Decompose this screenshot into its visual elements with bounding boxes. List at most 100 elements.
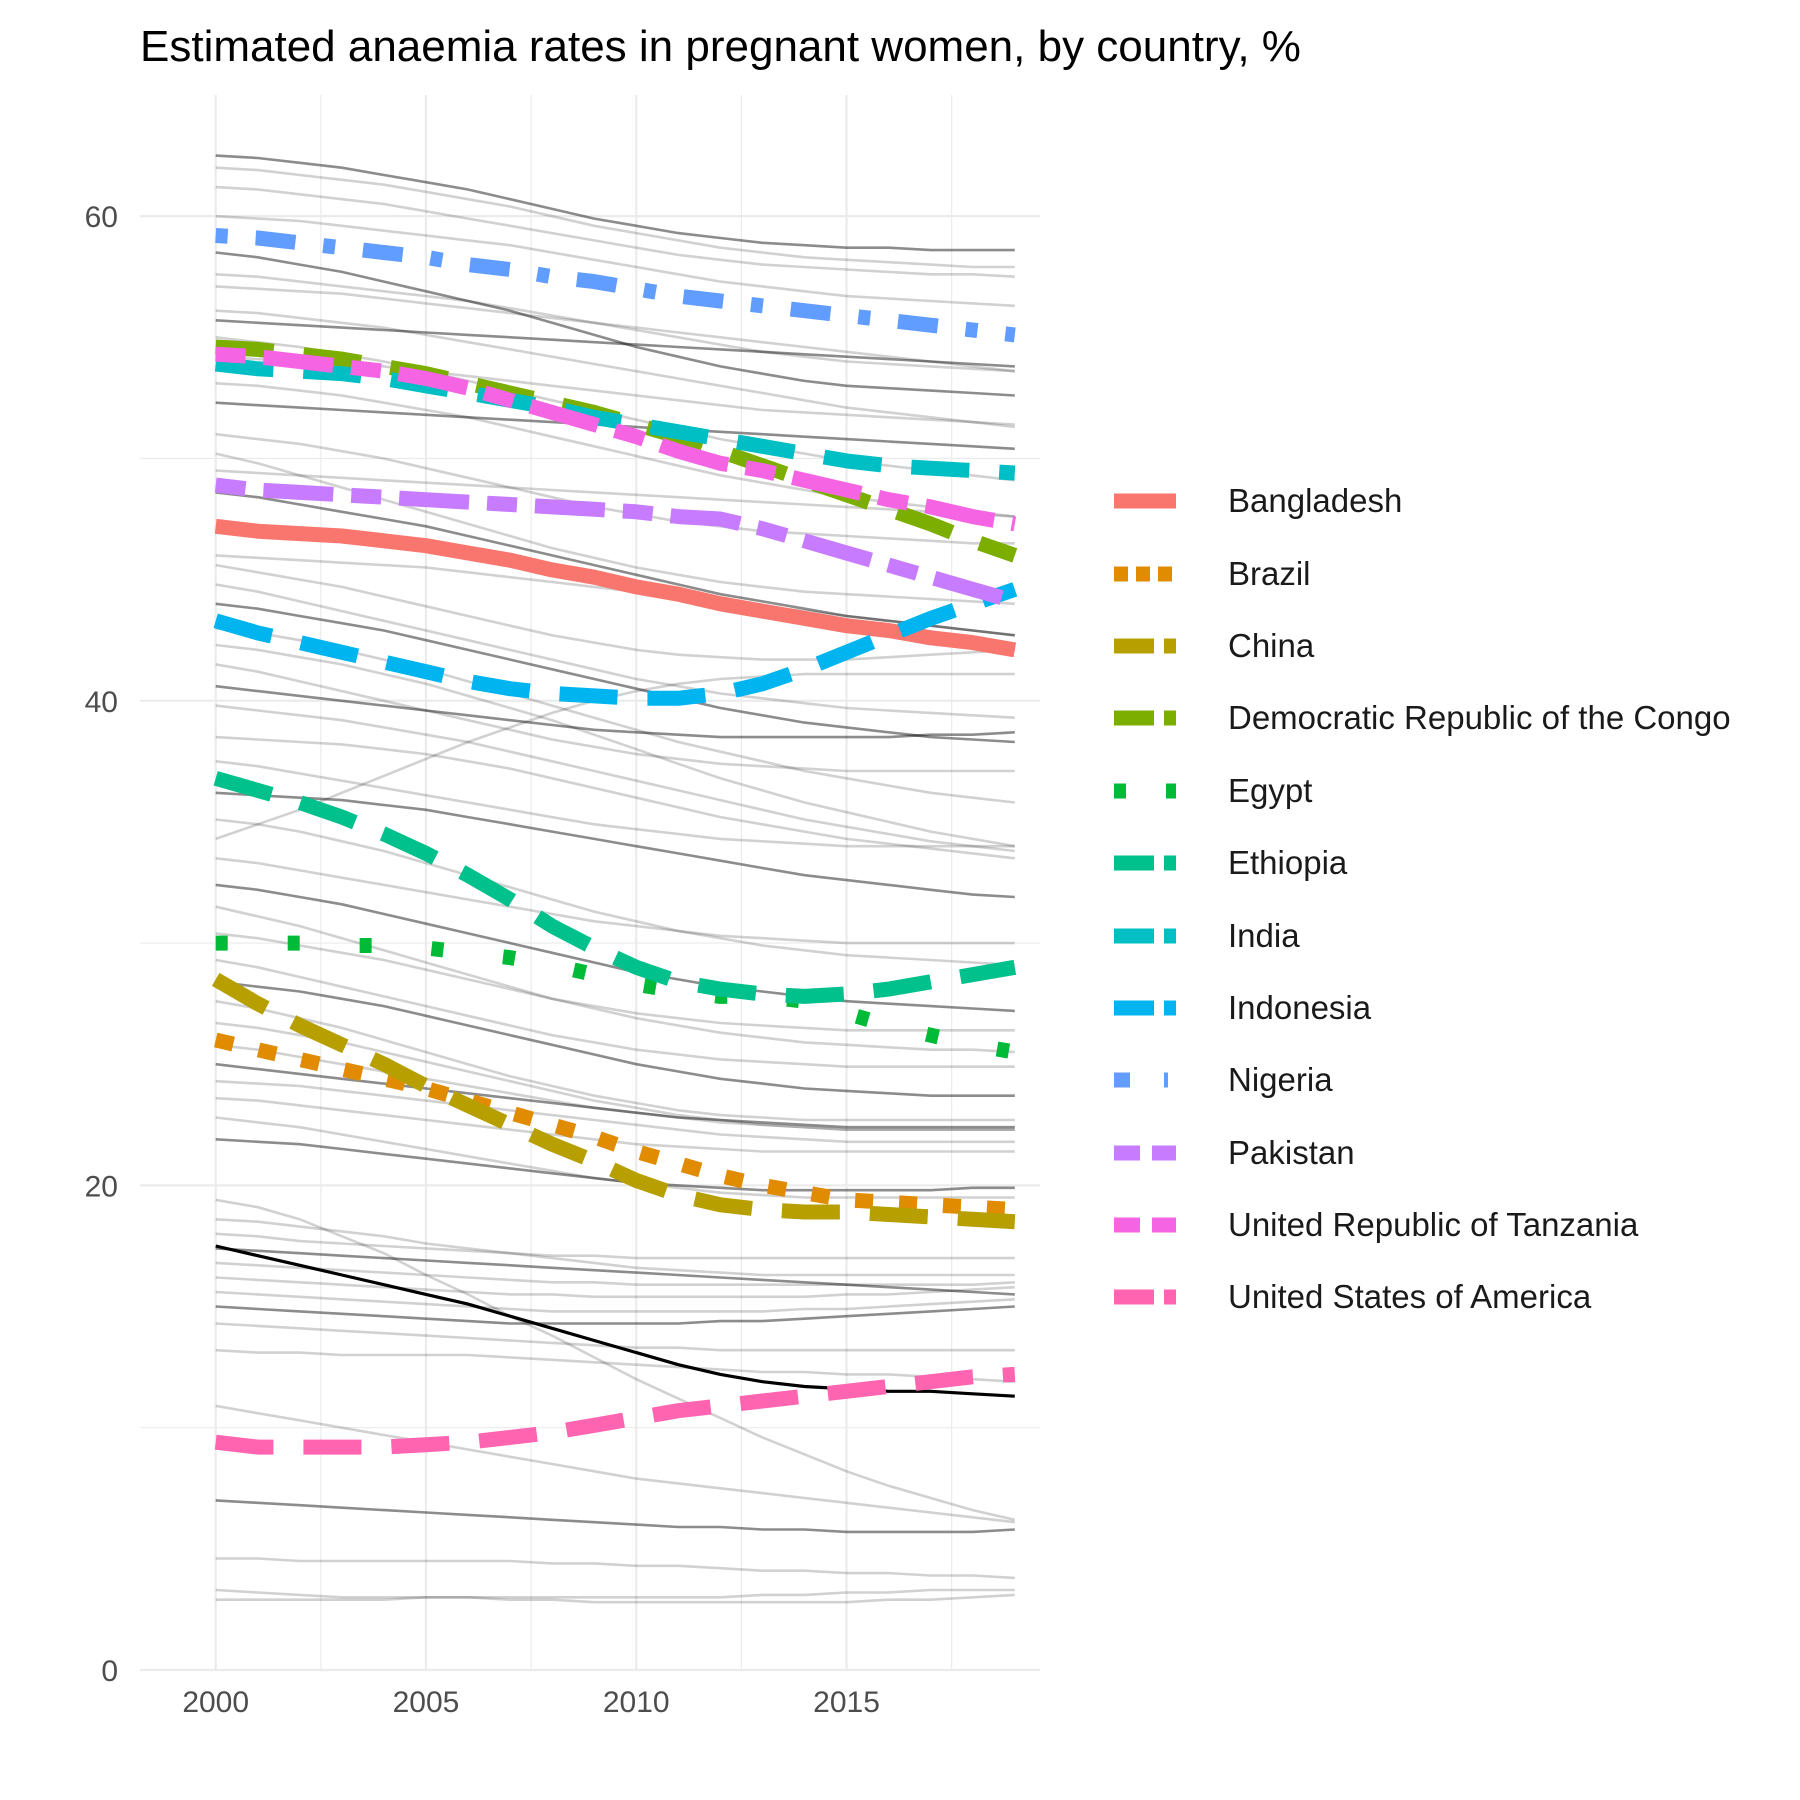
background-country-line	[215, 1305, 1015, 1325]
background-country-line	[215, 1557, 1015, 1580]
x-tick-label: 2015	[813, 1686, 880, 1719]
background-country-line	[215, 1138, 1015, 1192]
background-country-line	[215, 818, 1015, 967]
background-country-line	[215, 1198, 1016, 1522]
legend-item: Nigeria	[1110, 1044, 1731, 1116]
legend-label: India	[1228, 916, 1300, 954]
background-country-line	[215, 735, 1015, 860]
background-country-line	[215, 319, 1015, 368]
highlighted-country-lines	[211, 228, 1018, 1455]
series-line-brazil	[214, 1032, 1016, 1218]
background-country-line	[215, 999, 1015, 1122]
chart-title: Estimated anaemia rates in pregnant wome…	[140, 22, 1301, 71]
legend-item: Pakistan	[1110, 1117, 1731, 1189]
legend-item: India	[1110, 899, 1731, 971]
legend: Bangladesh Brazil China Democratic Republic…	[1110, 465, 1731, 1334]
background-country-line	[215, 1043, 1015, 1131]
background-country-line	[215, 883, 1015, 1013]
background-country-line	[215, 980, 1015, 1097]
background-country-lines	[215, 154, 1016, 1604]
legend-key-swatch	[1114, 928, 1176, 944]
background-country-line	[215, 1588, 1015, 1604]
background-country-line	[215, 469, 1015, 518]
legend-item: United Republic of Tanzania	[1110, 1189, 1731, 1261]
background-country-line	[215, 1116, 1015, 1199]
series-line-china	[211, 972, 1016, 1230]
series-line-united-states-of-america	[214, 1366, 1016, 1455]
legend-item: Brazil	[1110, 537, 1731, 609]
background-country-line	[215, 1079, 1015, 1144]
series-line-ethiopia	[213, 771, 1017, 1004]
legend-label: China	[1228, 626, 1315, 664]
background-country-line	[215, 185, 1015, 278]
legend-label: United States of America	[1228, 1278, 1592, 1316]
legend-key-swatch	[1114, 1217, 1176, 1233]
background-country-line	[215, 602, 1015, 744]
background-country-line	[215, 1062, 1015, 1129]
x-tick-label: 2000	[182, 1686, 249, 1719]
background-country-line	[215, 1588, 1015, 1601]
grid-lines	[140, 95, 1040, 1672]
legend-label: Nigeria	[1228, 1061, 1333, 1099]
background-country-line	[215, 309, 1015, 429]
background-country-line	[215, 251, 1015, 397]
background-country-line	[215, 273, 1015, 373]
background-country-line	[215, 1261, 1015, 1286]
legend-item: Indonesia	[1110, 972, 1731, 1044]
legend-item: United States of America	[1110, 1261, 1731, 1333]
series-line-nigeria	[215, 228, 1016, 343]
y-tick-label: 0	[101, 1655, 118, 1688]
legend-key-swatch	[1114, 493, 1176, 509]
background-country-line	[215, 166, 1015, 269]
series-line-united-republic-of-tanzania	[215, 346, 1017, 532]
background-country-line	[215, 1276, 1015, 1299]
legend-label: United Republic of Tanzania	[1228, 1206, 1639, 1244]
background-country-line	[215, 583, 1015, 719]
background-country-line	[215, 663, 1015, 773]
background-country-line	[215, 704, 1015, 853]
background-country-line	[215, 491, 1015, 637]
series-line-indonesia	[213, 582, 1018, 706]
legend-key-swatch	[1114, 1145, 1176, 1161]
background-country-line	[215, 1499, 1015, 1534]
legend-key-swatch	[1114, 710, 1176, 726]
background-country-line	[215, 1290, 1015, 1313]
legend-key-swatch	[1114, 1072, 1176, 1088]
background-country-line	[215, 432, 1015, 545]
legend-label: Bangladesh	[1228, 482, 1403, 520]
legend-key-swatch	[1114, 1000, 1176, 1016]
legend-key-swatch	[1114, 1289, 1176, 1305]
legend-label: Democratic Republic of the Congo	[1228, 699, 1731, 737]
background-country-line	[215, 214, 1015, 308]
legend-label: Pakistan	[1228, 1133, 1355, 1171]
background-country-line	[215, 452, 1015, 606]
background-country-line	[215, 958, 1015, 1068]
legend-item: Egypt	[1110, 755, 1731, 827]
background-country-line	[215, 643, 1016, 848]
background-country-line	[215, 1404, 1015, 1524]
legend-label: Ethiopia	[1228, 844, 1348, 882]
background-country-line	[215, 1348, 1015, 1383]
legend-item: Democratic Republic of the Congo	[1110, 682, 1731, 754]
background-country-line	[215, 905, 1015, 1054]
axis-tick-labels: 2000 2005 2010 2015 0 20 40 60	[85, 201, 880, 1719]
background-country-line	[215, 760, 1015, 848]
legend-key-swatch	[1114, 566, 1176, 582]
y-tick-label: 40	[85, 686, 118, 719]
legend-key-swatch	[1114, 783, 1176, 799]
series-line-bangladesh	[214, 518, 1017, 658]
background-country-line	[215, 1218, 1015, 1277]
x-tick-label: 2010	[603, 1686, 670, 1719]
background-country-line	[215, 932, 1015, 1032]
legend-item: Ethiopia	[1110, 827, 1731, 899]
background-country-line	[215, 857, 1015, 945]
legend-label: Brazil	[1228, 554, 1311, 592]
background-country-line	[215, 285, 1015, 373]
background-country-line	[215, 684, 1015, 739]
legend-item: China	[1110, 610, 1731, 682]
background-country-line	[215, 1232, 1015, 1260]
background-country-line	[215, 1247, 1015, 1296]
legend-item: Bangladesh	[1110, 465, 1731, 537]
background-country-line	[215, 154, 1015, 252]
